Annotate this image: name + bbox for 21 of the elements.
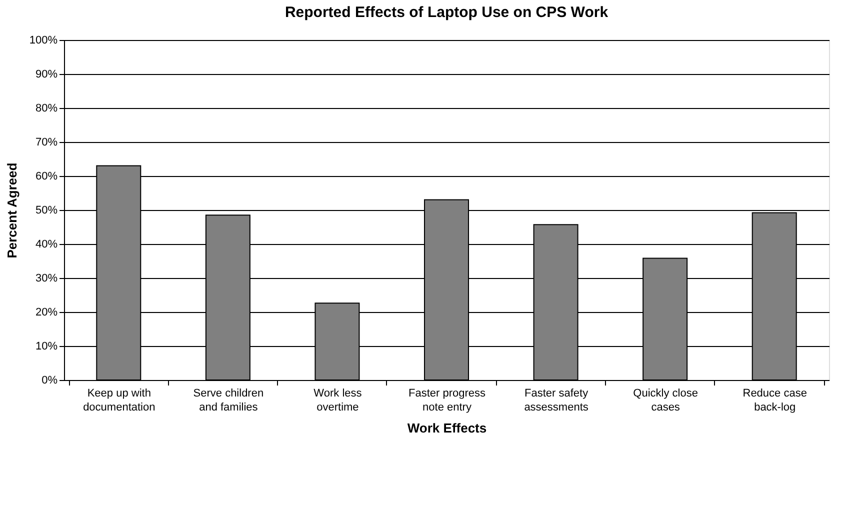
x-tick-label: Quickly close cases (633, 388, 698, 414)
y-axis-title: Percent Agreed (4, 162, 20, 258)
x-tick-label: Work less overtime (314, 388, 362, 414)
y-tick-label: 100% (29, 34, 58, 46)
x-tick-label: Faster progress note entry (408, 388, 486, 414)
y-tick-label: 70% (35, 136, 58, 148)
x-axis-title: Work Effects (407, 420, 487, 436)
y-tick-label: 90% (35, 68, 58, 80)
x-tick-label: Reduce case back-log (742, 388, 807, 414)
chart-title: Reported Effects of Laptop Use on CPS Work (284, 4, 609, 21)
y-tick-label: 80% (35, 102, 58, 114)
y-tick-label: 20% (35, 306, 58, 318)
y-tick-label: 40% (35, 238, 58, 250)
y-tick-label: 10% (35, 340, 58, 352)
y-tick-label: 50% (35, 204, 58, 216)
x-tick-label: Keep up with documentation (83, 388, 156, 414)
y-tick-label: 60% (35, 170, 58, 182)
y-tick-label: 30% (35, 272, 58, 284)
x-tick-label: Serve children and families (193, 388, 264, 414)
x-tick-label: Faster safety assessments (524, 388, 589, 414)
y-tick-label: 0% (42, 374, 58, 386)
